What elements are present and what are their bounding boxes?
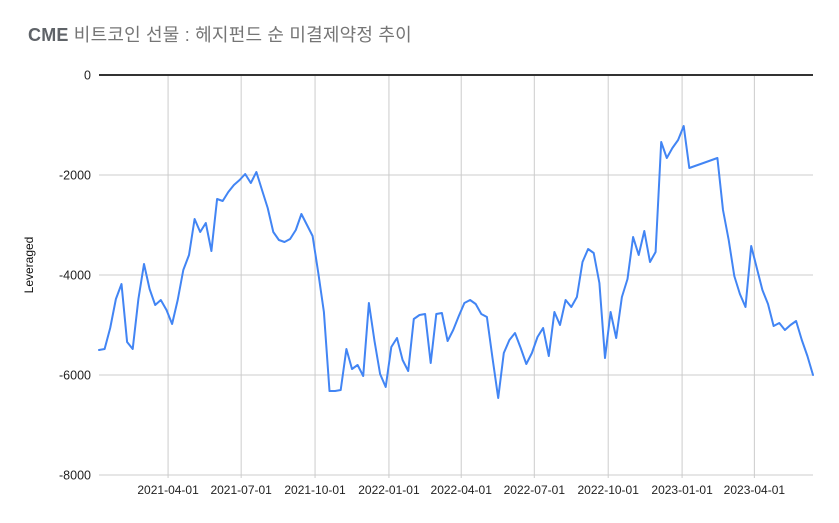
y-tick-label: -2000	[59, 169, 91, 183]
x-axis-tick-labels: 2021-04-01 2021-07-01 2021-10-01 2022-01-01…	[137, 483, 785, 497]
y-tick-label: -4000	[59, 269, 91, 283]
y-axis-tick-labels: 0 -2000 -4000 -6000 -8000	[59, 69, 91, 483]
x-tick-label: 2021-07-01	[210, 483, 272, 497]
x-tick-label: 2022-07-01	[504, 483, 566, 497]
chart-title: CME 비트코인 선물 : 헤지펀드 순 미결제약정 추이	[28, 24, 412, 46]
chart-title-text: 비트코인 선물 : 헤지펀드 순 미결제약정 추이	[68, 25, 412, 45]
chart-title-prefix: CME	[28, 25, 69, 45]
gridlines	[99, 75, 813, 478]
x-tick-label: 2021-10-01	[284, 483, 346, 497]
x-tick-label: 2022-04-01	[431, 483, 493, 497]
y-tick-label: 0	[84, 69, 91, 83]
leveraged-series-line	[98, 125, 814, 399]
x-tick-label: 2023-04-01	[724, 483, 786, 497]
y-axis-title: Leveraged	[22, 237, 36, 294]
x-tick-label: 2023-01-01	[651, 483, 713, 497]
x-tick-label: 2022-10-01	[578, 483, 640, 497]
x-tick-label: 2021-04-01	[137, 483, 199, 497]
x-tick-label: 2022-01-01	[358, 483, 420, 497]
y-tick-label: -8000	[59, 469, 91, 483]
y-tick-label: -6000	[59, 369, 91, 383]
data-series	[98, 125, 814, 399]
